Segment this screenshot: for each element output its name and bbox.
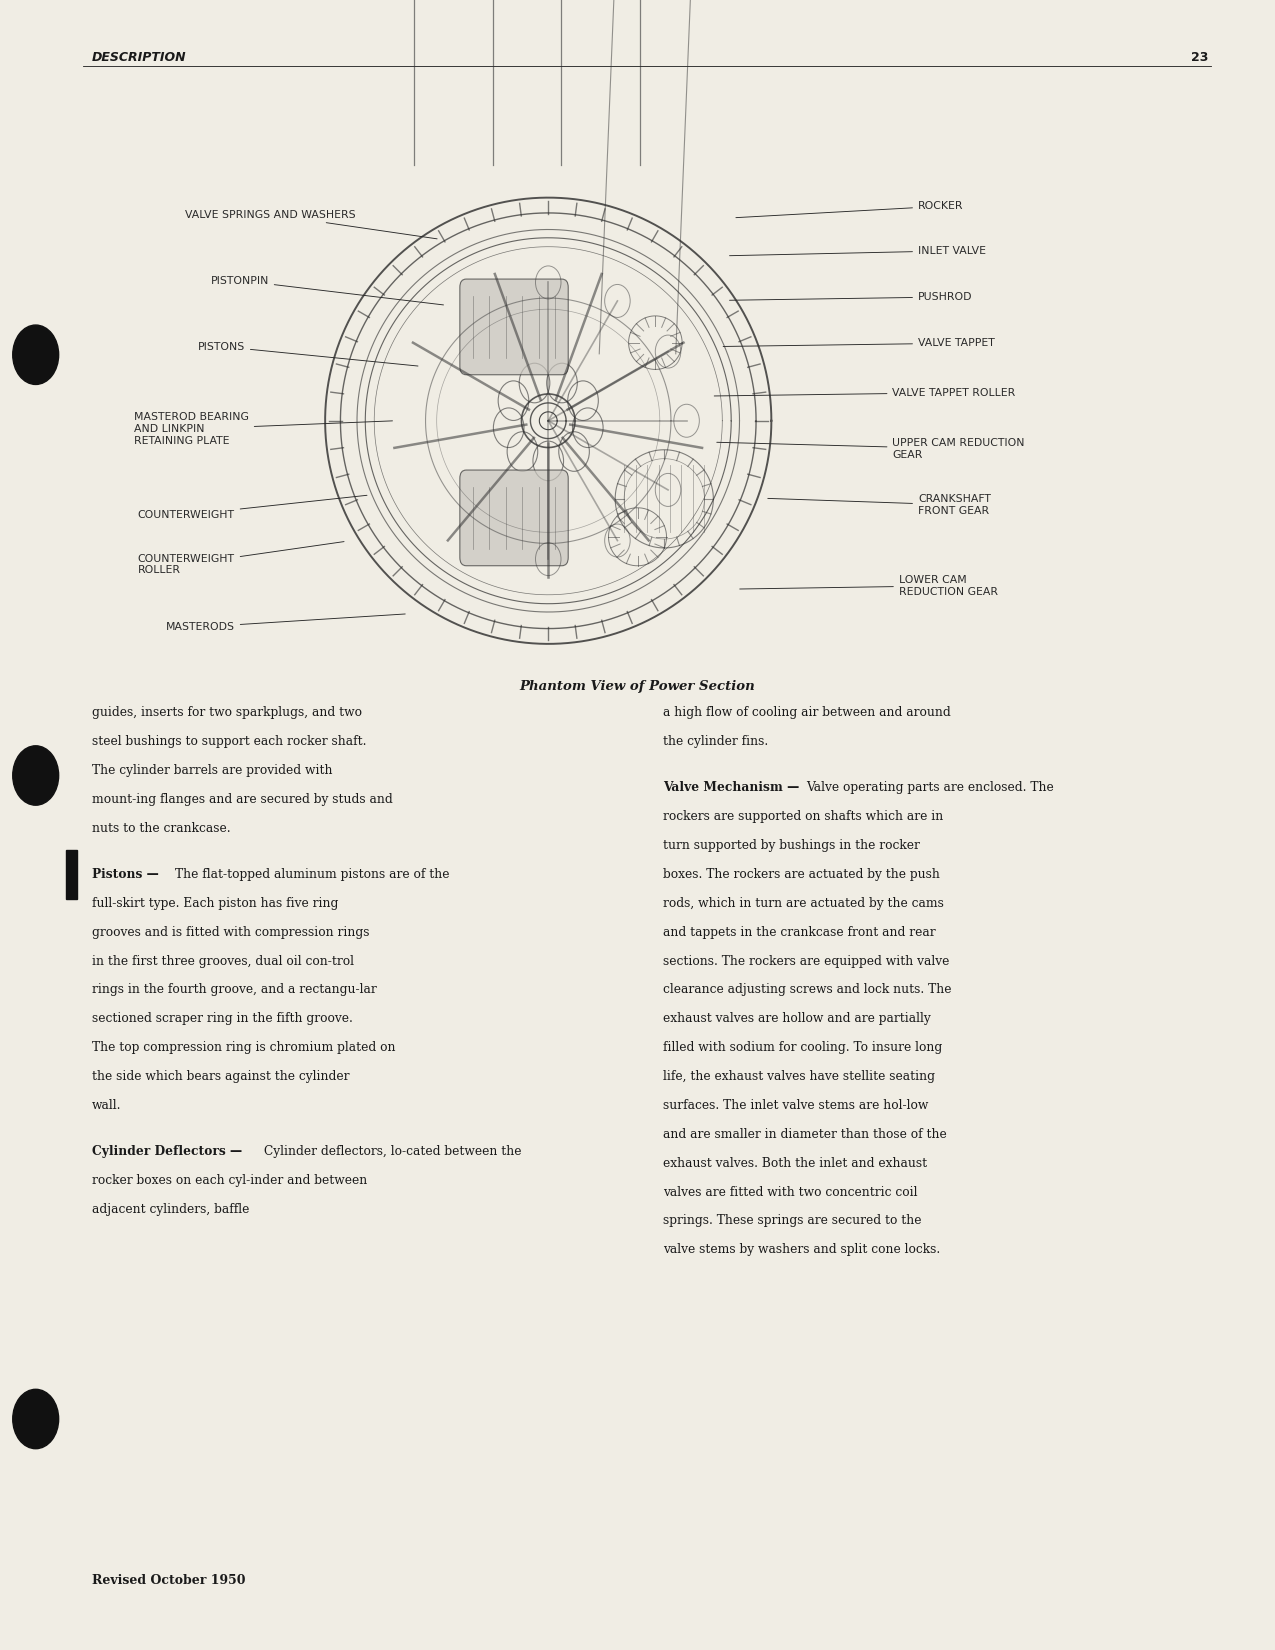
- Text: mount-ing flanges and are secured by studs and: mount-ing flanges and are secured by stu…: [92, 792, 393, 805]
- Text: guides, inserts for two sparkplugs, and two: guides, inserts for two sparkplugs, and …: [92, 706, 362, 719]
- Text: The flat-topped aluminum pistons are of the: The flat-topped aluminum pistons are of …: [176, 868, 450, 881]
- Text: The cylinder barrels are provided with: The cylinder barrels are provided with: [92, 764, 333, 777]
- Text: LOWER CAM
REDUCTION GEAR: LOWER CAM REDUCTION GEAR: [740, 574, 998, 597]
- Text: COUNTERWEIGHT
ROLLER: COUNTERWEIGHT ROLLER: [138, 541, 344, 576]
- Text: PISTONS: PISTONS: [198, 342, 418, 366]
- Text: boxes. The rockers are actuated by the push: boxes. The rockers are actuated by the p…: [663, 868, 940, 881]
- Text: the side which bears against the cylinder: the side which bears against the cylinde…: [92, 1071, 349, 1082]
- Circle shape: [13, 1389, 59, 1449]
- Circle shape: [13, 746, 59, 805]
- Text: sections. The rockers are equipped with valve: sections. The rockers are equipped with …: [663, 954, 950, 967]
- Text: filled with sodium for cooling. To insure long: filled with sodium for cooling. To insur…: [663, 1041, 942, 1054]
- Text: Valve operating parts are enclosed. The: Valve operating parts are enclosed. The: [806, 780, 1053, 794]
- Text: 23: 23: [1191, 51, 1209, 64]
- Text: MASTEROD BEARING
AND LINKPIN
RETAINING PLATE: MASTEROD BEARING AND LINKPIN RETAINING P…: [134, 412, 393, 446]
- Text: COUNTERWEIGHT: COUNTERWEIGHT: [138, 495, 367, 520]
- Text: rings in the fourth groove, and a rectangu-lar: rings in the fourth groove, and a rectan…: [92, 983, 376, 997]
- Text: Cylinder deflectors, lo-cated between the: Cylinder deflectors, lo-cated between th…: [264, 1145, 521, 1158]
- Text: nuts to the crankcase.: nuts to the crankcase.: [92, 822, 231, 835]
- FancyBboxPatch shape: [460, 279, 569, 375]
- Text: clearance adjusting screws and lock nuts. The: clearance adjusting screws and lock nuts…: [663, 983, 951, 997]
- Text: grooves and is fitted with compression rings: grooves and is fitted with compression r…: [92, 926, 370, 939]
- Text: full-skirt type. Each piston has five ring: full-skirt type. Each piston has five ri…: [92, 896, 338, 909]
- Text: life, the exhaust valves have stellite seating: life, the exhaust valves have stellite s…: [663, 1071, 935, 1082]
- Text: Phantom View of Power Section: Phantom View of Power Section: [520, 680, 755, 693]
- Text: and are smaller in diameter than those of the: and are smaller in diameter than those o…: [663, 1129, 947, 1140]
- Text: and tappets in the crankcase front and rear: and tappets in the crankcase front and r…: [663, 926, 936, 939]
- Text: Cylinder Deflectors —: Cylinder Deflectors —: [92, 1145, 242, 1158]
- Text: The top compression ring is chromium plated on: The top compression ring is chromium pla…: [92, 1041, 395, 1054]
- Text: Revised October 1950: Revised October 1950: [92, 1574, 245, 1587]
- Text: exhaust valves are hollow and are partially: exhaust valves are hollow and are partia…: [663, 1011, 931, 1025]
- Text: springs. These springs are secured to the: springs. These springs are secured to th…: [663, 1214, 922, 1228]
- Text: rods, which in turn are actuated by the cams: rods, which in turn are actuated by the …: [663, 896, 944, 909]
- Text: exhaust valves. Both the inlet and exhaust: exhaust valves. Both the inlet and exhau…: [663, 1157, 927, 1170]
- Text: VALVE TAPPET: VALVE TAPPET: [723, 338, 994, 348]
- Text: PUSHROD: PUSHROD: [729, 292, 973, 302]
- Bar: [66, 850, 76, 899]
- Text: turn supported by bushings in the rocker: turn supported by bushings in the rocker: [663, 838, 919, 851]
- Text: a high flow of cooling air between and around: a high flow of cooling air between and a…: [663, 706, 951, 719]
- Text: UPPER CAM REDUCTION
GEAR: UPPER CAM REDUCTION GEAR: [717, 437, 1025, 460]
- Text: INLET VALVE: INLET VALVE: [729, 246, 986, 256]
- Text: ROCKER: ROCKER: [736, 201, 964, 218]
- Text: sectioned scraper ring in the fifth groove.: sectioned scraper ring in the fifth groo…: [92, 1011, 353, 1025]
- Text: valves are fitted with two concentric coil: valves are fitted with two concentric co…: [663, 1186, 918, 1198]
- Text: in the first three grooves, dual oil con-trol: in the first three grooves, dual oil con…: [92, 954, 353, 967]
- Text: the cylinder fins.: the cylinder fins.: [663, 736, 769, 747]
- Text: VALVE SPRINGS AND WASHERS: VALVE SPRINGS AND WASHERS: [185, 210, 437, 239]
- Text: rockers are supported on shafts which are in: rockers are supported on shafts which ar…: [663, 810, 944, 823]
- Text: PISTONPIN: PISTONPIN: [210, 276, 444, 305]
- Text: adjacent cylinders, baffle: adjacent cylinders, baffle: [92, 1203, 249, 1216]
- Text: wall.: wall.: [92, 1099, 121, 1112]
- Text: Pistons —: Pistons —: [92, 868, 158, 881]
- Text: steel bushings to support each rocker shaft.: steel bushings to support each rocker sh…: [92, 736, 366, 747]
- Text: valve stems by washers and split cone locks.: valve stems by washers and split cone lo…: [663, 1244, 940, 1256]
- Text: DESCRIPTION: DESCRIPTION: [92, 51, 186, 64]
- FancyBboxPatch shape: [460, 470, 569, 566]
- Text: CRANKSHAFT
FRONT GEAR: CRANKSHAFT FRONT GEAR: [768, 493, 991, 516]
- Text: MASTERODS: MASTERODS: [166, 614, 405, 632]
- Circle shape: [13, 325, 59, 384]
- Text: rocker boxes on each cyl-inder and between: rocker boxes on each cyl-inder and betwe…: [92, 1175, 367, 1186]
- Text: surfaces. The inlet valve stems are hol-low: surfaces. The inlet valve stems are hol-…: [663, 1099, 928, 1112]
- Text: VALVE TAPPET ROLLER: VALVE TAPPET ROLLER: [714, 388, 1016, 398]
- Text: Valve Mechanism —: Valve Mechanism —: [663, 780, 799, 794]
